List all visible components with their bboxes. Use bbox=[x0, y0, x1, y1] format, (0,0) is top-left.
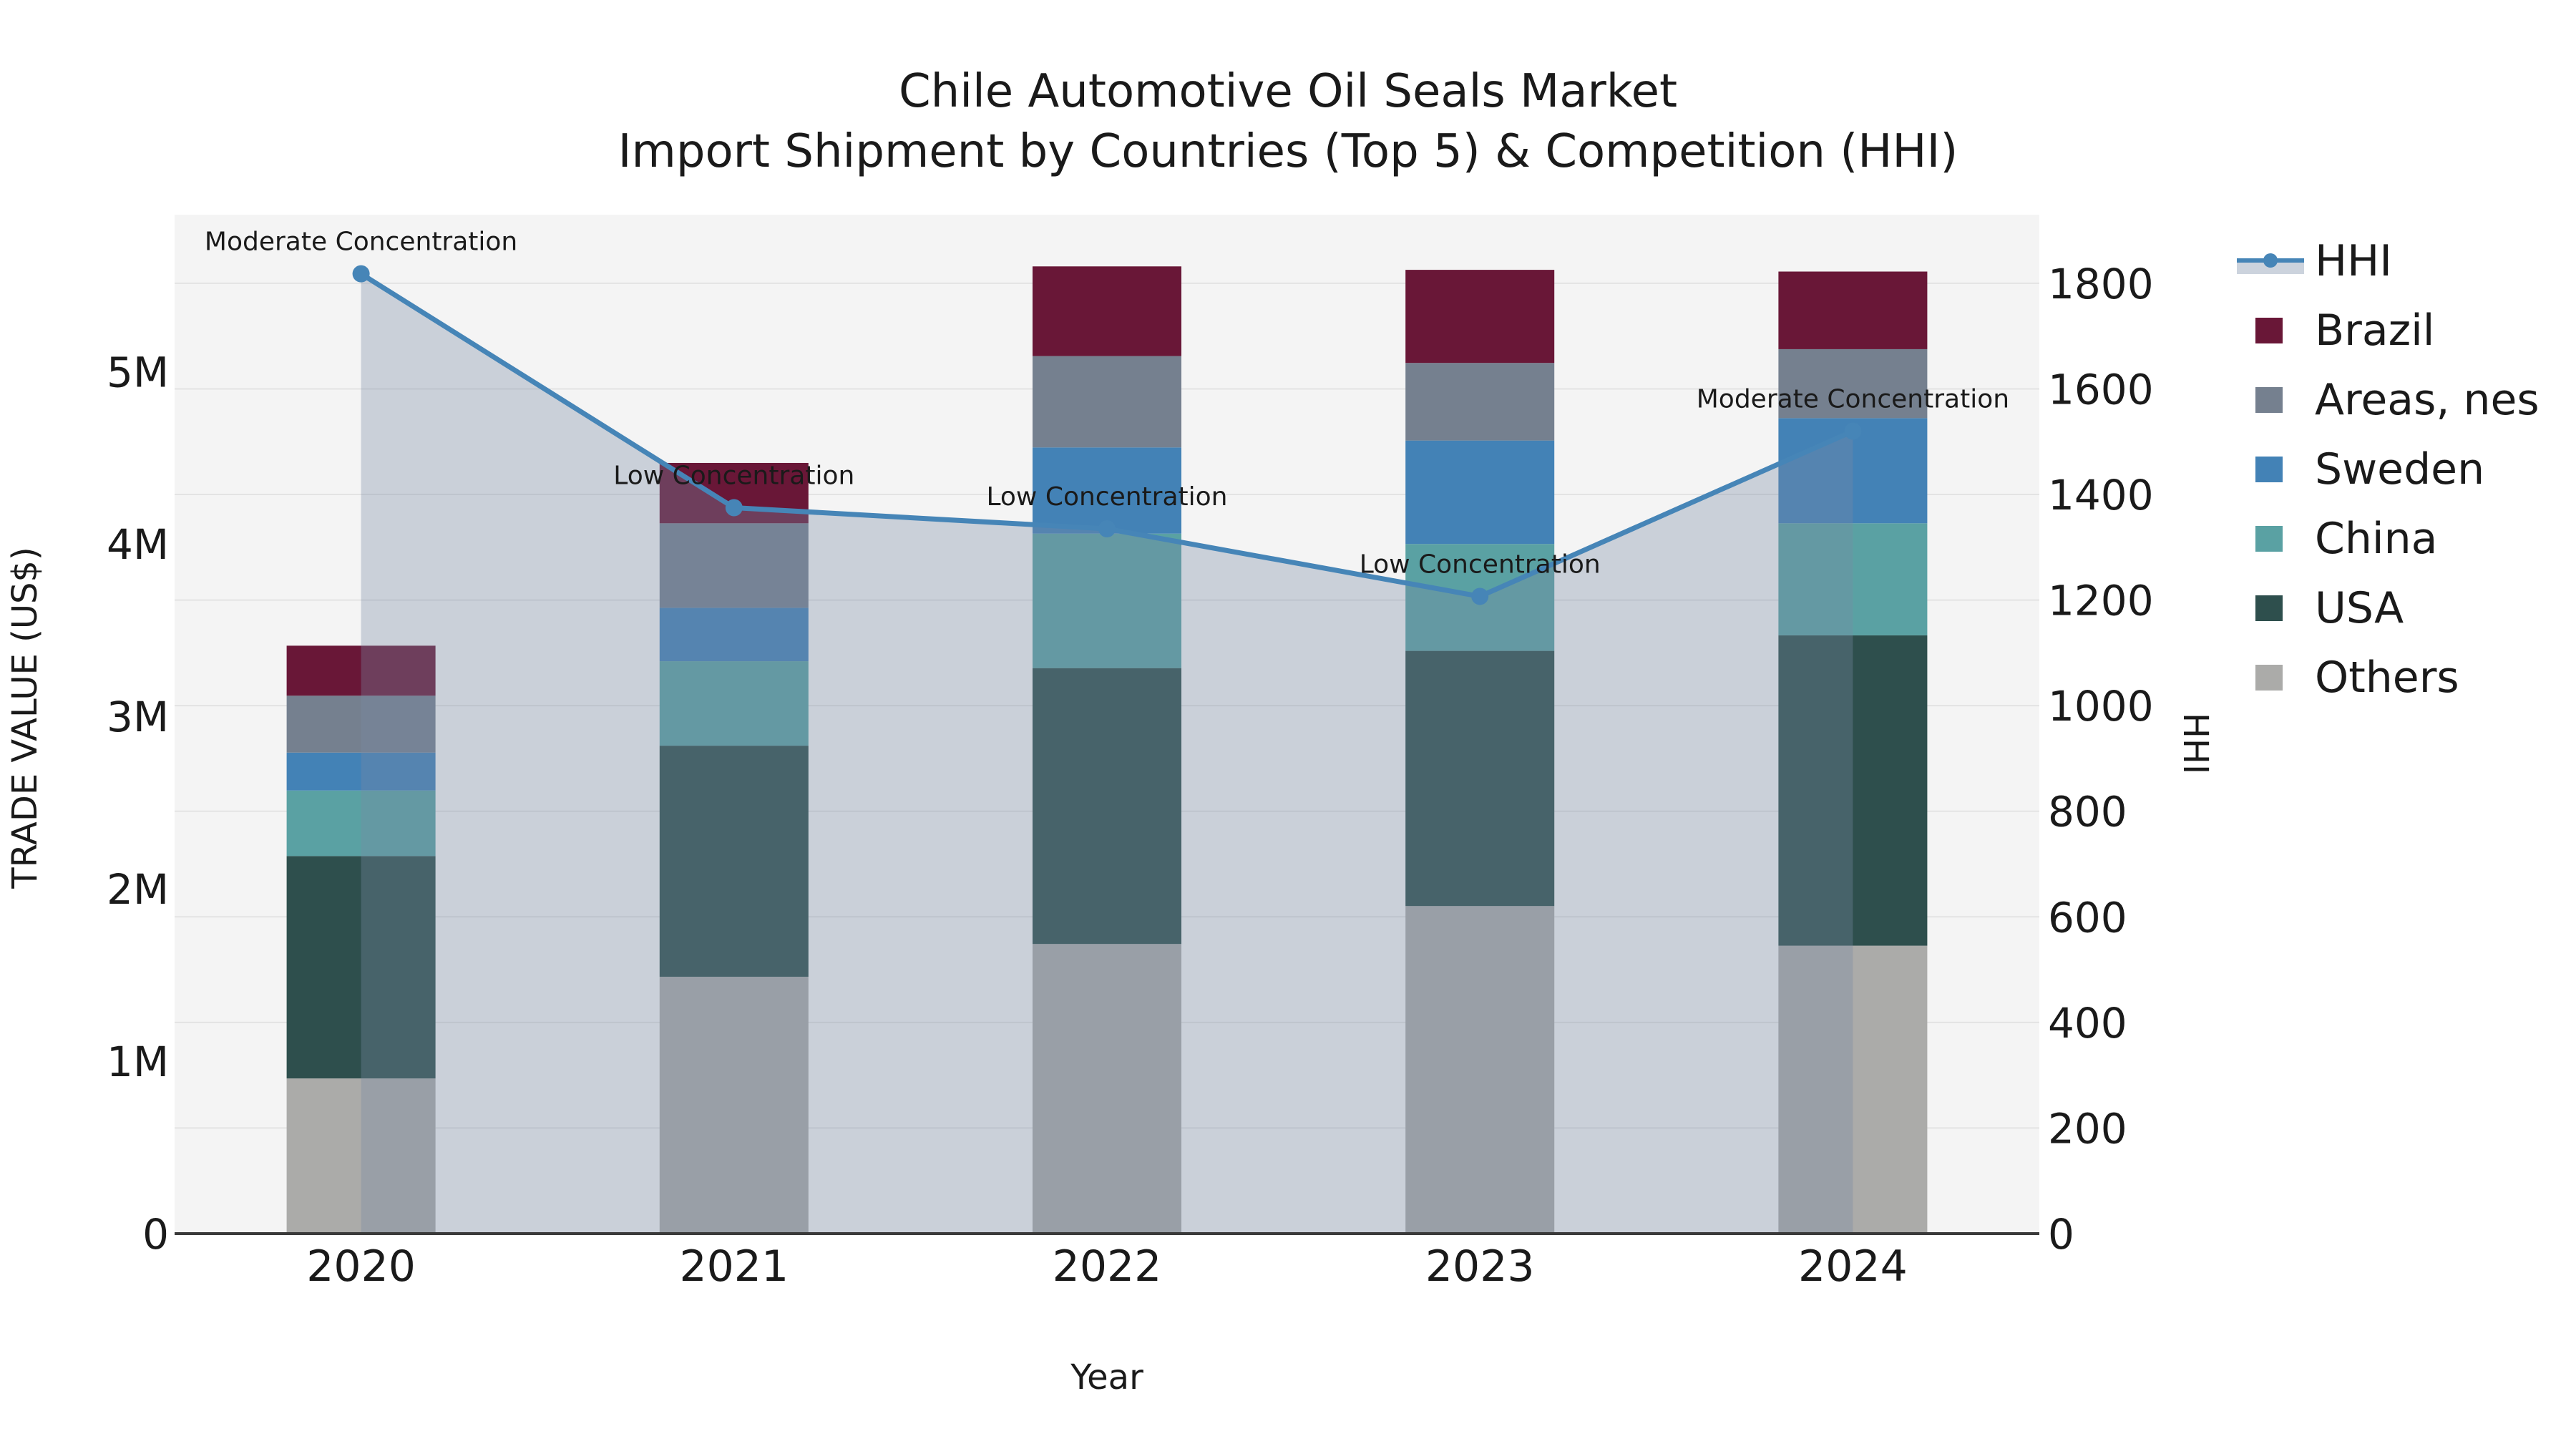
y-right-tick-800: 800 bbox=[2048, 788, 2127, 836]
legend-hhi-line-icon bbox=[2237, 253, 2304, 274]
legend-item-sweden: Sweden bbox=[2235, 434, 2572, 504]
y-right-tick-1600: 1600 bbox=[2048, 365, 2154, 414]
x-tick-2022: 2022 bbox=[1053, 1241, 1162, 1292]
bar-2020-others bbox=[286, 1078, 436, 1234]
legend-item-brazil: Brazil bbox=[2235, 296, 2572, 365]
y-right-tick-200: 200 bbox=[2048, 1104, 2127, 1153]
bar-2022-usa bbox=[1033, 668, 1181, 945]
legend: HHI Brazil Areas, nes Sweden China USA Others bbox=[2235, 226, 2572, 712]
bar-2022-sweden bbox=[1033, 447, 1181, 534]
y-right-tick-600: 600 bbox=[2048, 893, 2127, 942]
y-right-tick-0: 0 bbox=[2048, 1210, 2074, 1259]
legend-label: Areas, nes bbox=[2315, 374, 2540, 425]
annotation-2022: Low Concentration bbox=[986, 482, 1227, 512]
hhi-marker-2022 bbox=[1098, 520, 1116, 538]
y-left-tick-5M: 5M bbox=[107, 348, 169, 396]
legend-swatch-icon bbox=[2255, 386, 2283, 413]
y-right-tick-1200: 1200 bbox=[2048, 577, 2154, 625]
legend-swatch-icon bbox=[2255, 664, 2283, 691]
y-right-tick-1800: 1800 bbox=[2048, 260, 2154, 308]
x-tick-2023: 2023 bbox=[1425, 1241, 1535, 1292]
y-left-tick-0: 0 bbox=[142, 1210, 169, 1259]
bar-2022-brazil bbox=[1033, 266, 1181, 356]
annotation-2021: Low Concentration bbox=[613, 461, 854, 490]
y-right-tick-400: 400 bbox=[2048, 999, 2127, 1048]
bar-2020-sweden bbox=[286, 752, 436, 791]
y-left-tick-3M: 3M bbox=[107, 693, 169, 741]
bar-2020-brazil bbox=[286, 645, 436, 696]
bar-2020-usa bbox=[286, 856, 436, 1079]
legend-label: China bbox=[2315, 513, 2438, 564]
bar-2021-usa bbox=[659, 746, 809, 977]
bar-2020-areas--nes bbox=[286, 696, 436, 753]
y-right-tick-1000: 1000 bbox=[2048, 682, 2154, 731]
bar-2021-sweden bbox=[659, 608, 809, 662]
chart-title-line1: Chile Automotive Oil Seals Market bbox=[898, 65, 1678, 118]
y-left-axis-title: TRADE VALUE (US$) bbox=[5, 547, 45, 889]
legend-swatch-icon bbox=[2255, 525, 2283, 552]
hhi-marker-2024 bbox=[1844, 422, 1862, 440]
y-left-tick-1M: 1M bbox=[107, 1038, 169, 1086]
hhi-marker-2020 bbox=[352, 265, 370, 283]
y-right-axis-title: HHI bbox=[2175, 712, 2215, 775]
hhi-marker-2021 bbox=[725, 499, 743, 517]
hhi-marker-2023 bbox=[1471, 587, 1489, 605]
chart-title-line2: Import Shipment by Countries (Top 5) & C… bbox=[618, 125, 1958, 178]
bar-2024-brazil bbox=[1778, 271, 1928, 349]
bar-2021-areas--nes bbox=[659, 523, 809, 608]
legend-label: USA bbox=[2315, 582, 2404, 633]
bar-2024-areas--nes bbox=[1778, 348, 1928, 419]
bar-2021-others bbox=[659, 976, 809, 1234]
bar-2022-others bbox=[1033, 944, 1181, 1234]
bar-2023-brazil bbox=[1405, 270, 1555, 364]
x-tick-2024: 2024 bbox=[1798, 1241, 1908, 1292]
annotation-2023: Low Concentration bbox=[1360, 550, 1601, 579]
legend-item-hhi: HHI bbox=[2235, 226, 2572, 296]
bar-2022-china bbox=[1033, 533, 1181, 668]
bar-2024-others bbox=[1778, 945, 1928, 1234]
legend-item-others: Others bbox=[2235, 643, 2572, 712]
bar-2024-china bbox=[1778, 523, 1928, 635]
y-left-tick-4M: 4M bbox=[107, 520, 169, 569]
bar-2022-areas--nes bbox=[1033, 356, 1181, 448]
y-left-tick-2M: 2M bbox=[107, 865, 169, 914]
bar-2021-china bbox=[659, 661, 809, 746]
bar-2024-usa bbox=[1778, 635, 1928, 946]
x-tick-2021: 2021 bbox=[679, 1241, 789, 1292]
annotation-2020: Moderate Concentration bbox=[205, 228, 517, 257]
legend-label: Others bbox=[2315, 652, 2459, 703]
bar-2020-china bbox=[286, 790, 436, 857]
legend-label: Sweden bbox=[2315, 444, 2485, 494]
legend-swatch-icon bbox=[2255, 595, 2283, 621]
bar-2023-areas--nes bbox=[1405, 363, 1555, 441]
legend-item-areas--nes: Areas, nes bbox=[2235, 365, 2572, 434]
bar-2023-sweden bbox=[1405, 440, 1555, 545]
x-tick-2020: 2020 bbox=[306, 1241, 416, 1292]
chart-title: Chile Automotive Oil Seals Market Import… bbox=[0, 62, 2576, 182]
y-right-tick-1400: 1400 bbox=[2048, 471, 2154, 519]
legend-swatch-icon bbox=[2255, 456, 2283, 482]
x-axis-title: Year bbox=[1070, 1357, 1143, 1397]
legend-item-usa: USA bbox=[2235, 573, 2572, 643]
legend-item-china: China bbox=[2235, 504, 2572, 573]
legend-label: HHI bbox=[2315, 235, 2392, 286]
legend-label: Brazil bbox=[2315, 305, 2435, 356]
annotation-2024: Moderate Concentration bbox=[1697, 385, 2009, 414]
bar-2023-usa bbox=[1405, 650, 1555, 907]
legend-swatch-icon bbox=[2255, 317, 2283, 343]
bar-2023-others bbox=[1405, 906, 1555, 1234]
